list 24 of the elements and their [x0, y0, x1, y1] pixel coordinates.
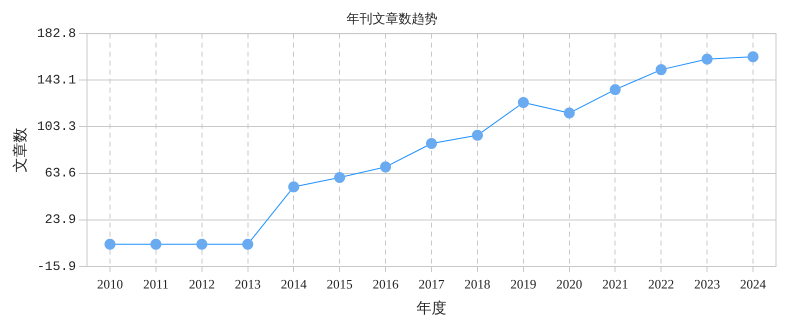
- x-tick-label: 2012: [188, 276, 215, 292]
- x-tick-label: 2016: [372, 276, 400, 292]
- x-tick-label: 2017: [418, 276, 446, 292]
- x-tick-label: 2020: [556, 276, 582, 292]
- y-tick-label: 143.1: [36, 72, 76, 88]
- x-tick-label: 2018: [464, 276, 490, 292]
- x-tick-label: 2019: [510, 276, 536, 292]
- y-tick-label: 103.3: [36, 119, 76, 134]
- x-tick-label: 2022: [648, 276, 674, 292]
- x-tick-label: 2013: [234, 276, 261, 292]
- x-tick-label: 2011: [143, 276, 169, 292]
- x-tick-label: 2021: [602, 276, 628, 292]
- y-tick-label: -15.9: [36, 258, 76, 274]
- x-tick-label: 2015: [326, 276, 353, 292]
- y-tick-label: 23.9: [44, 212, 76, 228]
- x-tick-label: 2023: [694, 276, 720, 292]
- x-tick-label: 2014: [280, 276, 308, 292]
- y-tick-label: 63.6: [44, 166, 76, 181]
- x-tick-label: 2010: [96, 276, 123, 292]
- y-tick-label: 182.8: [36, 26, 76, 42]
- x-axis-title: 年度: [416, 298, 447, 317]
- y-axis-title: 文章数: [10, 128, 29, 172]
- chart-title: 年刊文章数趋势: [346, 12, 438, 28]
- x-tick-label: 2024: [740, 276, 767, 292]
